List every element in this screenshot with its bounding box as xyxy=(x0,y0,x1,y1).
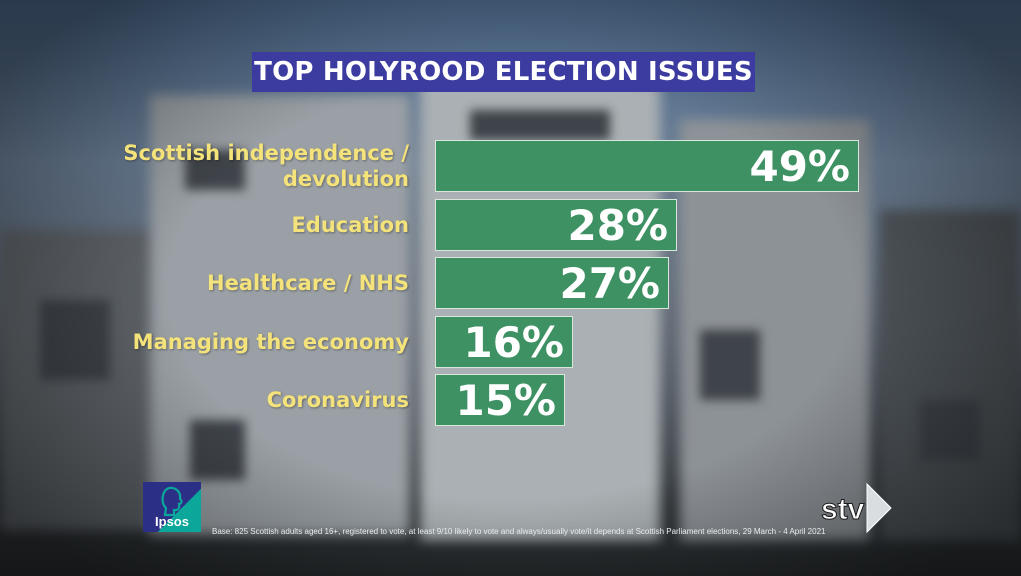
bar-value-label: 49% xyxy=(749,142,850,191)
category-label: Scottish independence / devolution xyxy=(123,141,409,191)
bar: 15% xyxy=(435,374,565,426)
bar-value-label: 28% xyxy=(567,200,668,250)
category-label: Managing the economy xyxy=(132,329,409,354)
bar: 28% xyxy=(435,198,677,251)
background-window xyxy=(40,300,110,380)
background-building xyxy=(0,230,160,530)
category-label: Coronavirus xyxy=(266,388,409,412)
ipsos-logo: Ipsos xyxy=(143,482,201,532)
background-window xyxy=(920,400,980,460)
ipsos-head-icon xyxy=(161,486,183,517)
bar-value-label: 15% xyxy=(455,376,556,425)
ipsos-wordmark: Ipsos xyxy=(155,514,189,529)
bar: 49% xyxy=(435,140,859,192)
chart-title: TOP HOLYROOD ELECTION ISSUES xyxy=(252,52,755,92)
bar: 16% xyxy=(435,315,573,368)
category-label: Education xyxy=(291,212,409,237)
background-window xyxy=(470,110,610,140)
category-label: Healthcare / NHS xyxy=(207,271,409,295)
footnote: Base: 825 Scottish adults aged 16+, regi… xyxy=(212,527,826,536)
background-window xyxy=(190,420,245,480)
bar-value-label: 16% xyxy=(463,317,564,367)
stv-wordmark: stv xyxy=(821,493,865,526)
background-building xyxy=(880,210,1021,540)
background-window xyxy=(700,330,760,400)
stv-logo: stv xyxy=(821,482,892,534)
background-window xyxy=(185,150,245,190)
bar-value-label: 27% xyxy=(559,259,660,308)
bar: 27% xyxy=(435,257,669,309)
